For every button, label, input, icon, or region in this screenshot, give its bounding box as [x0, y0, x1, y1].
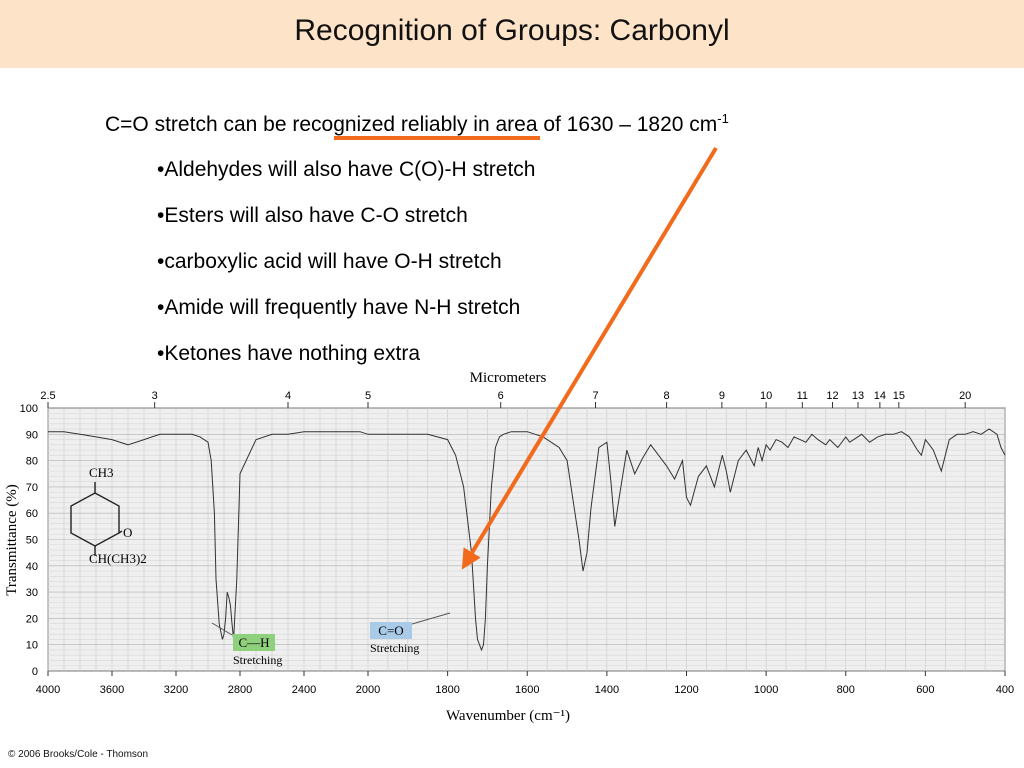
bullet-item: •Ketones have nothing extra [157, 342, 421, 365]
y-tick-label: 90 [26, 429, 38, 441]
headline-sup: -1 [717, 111, 729, 126]
slide-title: Recognition of Groups: Carbonyl [294, 14, 730, 47]
micrometer-tick-label: 13 [852, 390, 864, 402]
micrometer-tick-label: 12 [826, 390, 838, 402]
y-tick-label: 10 [26, 640, 38, 652]
copyright: © 2006 Brooks/Cole - Thomson [8, 749, 149, 760]
headline-highlight: recognized reliably [292, 113, 468, 136]
bullet-item: •carboxylic acid will have O-H stretch [157, 250, 502, 273]
bullet-item: •Aldehydes will also have C(O)-H stretch [157, 158, 536, 181]
x-tick-label: 2800 [228, 684, 252, 696]
micrometer-tick-label: 5 [365, 390, 371, 402]
bullet-item: •Esters will also have C-O stretch [157, 204, 468, 227]
x-tick-label: 800 [837, 684, 855, 696]
ir-spectrum-chart: 2.5 3 4 5 6 7 8 9 10 11 12 13 14 15 20 4000 3600 3200 280… [4, 370, 1014, 724]
x-ticks: 4000 3600 3200 2800 2400 2000 1800 1600 1400 1200… [36, 671, 1014, 696]
micrometer-ticks: 2.5 3 4 5 6 7 8 9 10 11 12 13 14 15 20 [40, 390, 971, 408]
co-label: C=O [378, 623, 403, 638]
micrometer-tick-label: 3 [152, 390, 158, 402]
y-tick-label: 100 [20, 403, 38, 415]
x-tick-label: 600 [916, 684, 934, 696]
micrometer-tick-label: 2.5 [40, 390, 55, 402]
micrometer-tick-label: 14 [874, 390, 886, 402]
micrometer-tick-label: 9 [719, 390, 725, 402]
co-label-box [370, 622, 412, 639]
micrometer-tick-label: 8 [664, 390, 670, 402]
x-tick-label: 400 [996, 684, 1014, 696]
ch-label-box [233, 634, 275, 651]
micrometer-tick-label: 4 [285, 390, 291, 402]
x-tick-label: 1800 [435, 684, 459, 696]
micrometer-tick-label: 11 [797, 390, 808, 402]
y-tick-label: 20 [26, 613, 38, 625]
y-tick-label: 70 [26, 482, 38, 494]
ch-sublabel: Stretching [233, 653, 282, 667]
bullet-list: •Aldehydes will also have C(O)-H stretch… [157, 158, 535, 388]
ch-label: C—H [238, 635, 269, 650]
micrometer-tick-label: 20 [959, 390, 971, 402]
y-tick-label: 0 [32, 666, 38, 678]
bullet-item: •Amide will frequently have N-H stretch [157, 296, 521, 319]
x-tick-label: 4000 [36, 684, 60, 696]
co-annotation-pointer [411, 612, 451, 625]
headline-post: in area of 1630 – 1820 cm [467, 113, 718, 136]
y-tick-label: 40 [26, 561, 38, 573]
micrometer-tick-label: 10 [760, 390, 772, 402]
co-sublabel: Stretching [370, 641, 419, 655]
molecule-structure [70, 482, 123, 556]
ch-annotation-pointer [211, 622, 233, 636]
y-tick-label: 60 [26, 508, 38, 520]
y-axis-label: Transmittance (%) [4, 484, 20, 596]
carbonyl-bond [118, 530, 123, 534]
x-tick-label: 2400 [292, 684, 316, 696]
headline-pre: C=O stretch can be [105, 113, 293, 136]
x-tick-label: 1000 [754, 684, 778, 696]
x-tick-label: 2000 [356, 684, 380, 696]
top-axis-label: Micrometers [470, 370, 547, 386]
x-tick-label: 1600 [515, 684, 539, 696]
x-tick-label: 1200 [674, 684, 698, 696]
isopropyl-group-label: CH(CH3)2 [89, 551, 147, 566]
micrometer-tick-label: 15 [893, 390, 905, 402]
y-tick-label: 80 [26, 456, 38, 468]
micrometer-tick-label: 6 [498, 390, 504, 402]
x-tick-label: 1400 [595, 684, 619, 696]
methyl-group-label: CH3 [89, 465, 114, 480]
y-ticks: 0 10 20 30 40 50 60 70 80 90 100 [20, 403, 38, 678]
x-tick-label: 3200 [164, 684, 188, 696]
x-axis-label: Wavenumber (cm⁻¹) [446, 708, 570, 724]
y-tick-label: 50 [26, 535, 38, 547]
micrometer-tick-label: 7 [592, 390, 598, 402]
y-tick-label: 30 [26, 587, 38, 599]
x-tick-label: 3600 [100, 684, 124, 696]
title-bar [0, 0, 1024, 68]
headline: C=O stretch can be recognized reliably i… [105, 111, 729, 137]
carbonyl-oxygen-label: O [123, 525, 132, 540]
